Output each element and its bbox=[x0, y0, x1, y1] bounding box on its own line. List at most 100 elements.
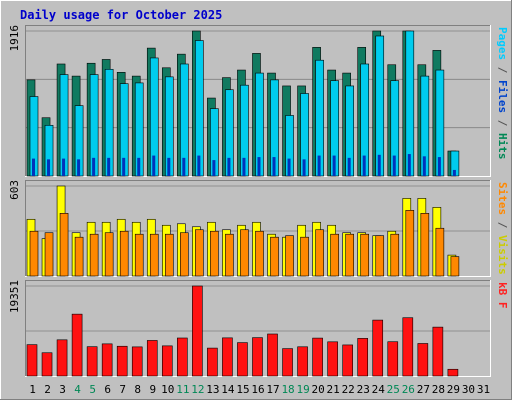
bar-kbytes-body bbox=[267, 333, 278, 377]
x-tick-label: 24 bbox=[372, 383, 386, 396]
day-group-14 bbox=[222, 77, 234, 177]
bar-kbytes bbox=[312, 337, 323, 377]
bar-sites-body bbox=[164, 233, 174, 277]
bar-kbytes-body bbox=[342, 344, 353, 377]
day-group-18 bbox=[282, 85, 294, 177]
day-group-18 bbox=[282, 235, 294, 277]
day-group-12 bbox=[192, 285, 203, 377]
bar-sites-body bbox=[44, 232, 54, 277]
day-group-7 bbox=[116, 72, 129, 177]
legend-segment: Sites bbox=[496, 182, 509, 215]
bar-kbytes bbox=[222, 337, 233, 377]
bar-kbytes bbox=[207, 347, 218, 377]
bar-kbytes-body bbox=[101, 343, 113, 377]
day-group-28 bbox=[432, 326, 444, 377]
bar-kbytes bbox=[101, 343, 113, 377]
day-group-6 bbox=[101, 221, 114, 277]
day-group-19 bbox=[297, 224, 309, 277]
bar-sites bbox=[255, 230, 264, 277]
bar-kbytes bbox=[146, 340, 158, 377]
day-group-12 bbox=[192, 30, 204, 177]
day-group-18 bbox=[282, 348, 293, 377]
bar-kbytes bbox=[41, 352, 53, 377]
bar-sites-body bbox=[255, 230, 264, 277]
day-group-5 bbox=[86, 346, 98, 377]
bar-sites bbox=[164, 233, 174, 277]
bar-sites bbox=[420, 213, 430, 277]
day-group-2 bbox=[41, 352, 53, 377]
x-tick-label: 7 bbox=[119, 383, 126, 396]
bar-sites-body bbox=[210, 230, 219, 277]
day-group-2 bbox=[41, 117, 54, 177]
bar-sites-body bbox=[285, 235, 294, 277]
bar-files bbox=[32, 158, 35, 176]
bar-sites bbox=[435, 227, 445, 277]
bar-files bbox=[257, 157, 261, 176]
bar-sites bbox=[119, 230, 129, 277]
x-tick-label: 21 bbox=[327, 383, 340, 396]
bar-sites bbox=[285, 235, 294, 277]
day-group-8 bbox=[131, 346, 143, 377]
day-group-20 bbox=[312, 47, 324, 177]
day-group-22 bbox=[342, 344, 353, 377]
day-group-11 bbox=[177, 223, 189, 277]
bar-sites-body bbox=[390, 233, 400, 277]
bar-files bbox=[407, 154, 411, 176]
x-tick-label: 17 bbox=[266, 383, 279, 396]
bar-sites-body bbox=[59, 213, 69, 277]
panel-mid: 603 Sites / Visits bbox=[8, 180, 509, 277]
legend-segment: / bbox=[496, 60, 509, 80]
bar-sites-body bbox=[435, 227, 445, 277]
bar-kbytes-body bbox=[116, 345, 128, 377]
bar-sites bbox=[195, 229, 204, 277]
day-group-22 bbox=[342, 72, 354, 177]
day-group-29 bbox=[447, 150, 460, 177]
day-group-21 bbox=[327, 224, 339, 277]
day-group-25 bbox=[387, 341, 399, 377]
bar-kbytes bbox=[282, 348, 293, 377]
day-group-16 bbox=[252, 53, 264, 177]
day-group-26 bbox=[402, 317, 414, 377]
day-group-13 bbox=[207, 347, 218, 377]
bar-sites-body bbox=[149, 233, 159, 277]
x-tick-label: 27 bbox=[417, 383, 430, 396]
bar-kbytes-body bbox=[237, 342, 248, 377]
x-tick-label: 14 bbox=[221, 383, 235, 396]
panel-top: 1916 Pages / Files / Hits bbox=[8, 25, 509, 177]
bar-kbytes-body bbox=[146, 340, 158, 377]
bar-kbytes bbox=[357, 338, 369, 377]
day-group-23 bbox=[357, 232, 370, 277]
bar-sites bbox=[360, 233, 370, 277]
panels: 1916 Pages / Files / Hits 603 Sites / Visit… bbox=[8, 25, 509, 377]
bar-sites-body bbox=[315, 229, 324, 277]
bar-files bbox=[212, 160, 216, 176]
day-group-23 bbox=[357, 47, 370, 177]
bar-kbytes-body bbox=[327, 341, 338, 377]
max-label-top: 1916 bbox=[8, 25, 21, 52]
day-group-28 bbox=[432, 50, 445, 177]
day-group-17 bbox=[267, 72, 279, 177]
bar-files bbox=[287, 158, 291, 176]
bar-kbytes-body bbox=[192, 285, 203, 377]
bar-sites-body bbox=[270, 236, 279, 277]
day-group-5 bbox=[86, 62, 99, 177]
bar-sites bbox=[300, 236, 309, 277]
day-group-20 bbox=[312, 221, 324, 277]
day-group-21 bbox=[327, 69, 339, 177]
bar-sites-body bbox=[180, 232, 189, 277]
bar-sites bbox=[104, 232, 114, 277]
legend-segment: Pages bbox=[496, 27, 509, 60]
day-group-8 bbox=[131, 75, 144, 177]
bar-sites bbox=[210, 230, 219, 277]
x-tick-label: 19 bbox=[296, 383, 309, 396]
day-group-19 bbox=[297, 346, 308, 377]
bar-kbytes-body bbox=[297, 346, 308, 377]
x-tick-label: 9 bbox=[149, 383, 156, 396]
bar-sites bbox=[240, 229, 249, 277]
bar-kbytes bbox=[402, 317, 414, 377]
bar-sites-body bbox=[405, 210, 415, 277]
bar-files bbox=[107, 157, 111, 176]
bar-kbytes-body bbox=[357, 338, 369, 377]
max-label-bot: 19351 bbox=[8, 280, 21, 313]
day-group-3 bbox=[56, 63, 69, 177]
